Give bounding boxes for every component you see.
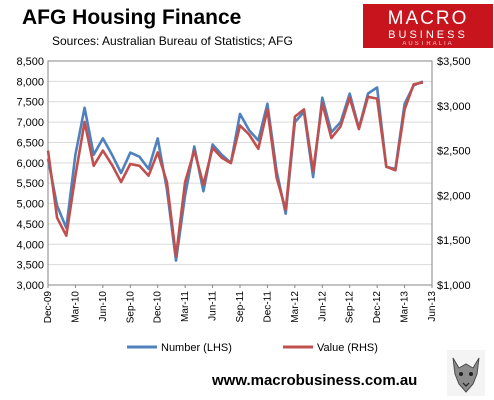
left-tick-label: 7,000: [16, 117, 44, 129]
x-tick-label: Dec-12: [372, 291, 383, 324]
series-value-rhs-line: [46, 81, 424, 258]
left-tick-label: 7,500: [16, 97, 44, 109]
right-tick-label: $3,000: [437, 101, 471, 113]
series-number-lhs-line: [46, 80, 424, 262]
x-tick-label: Mar-13: [400, 291, 411, 323]
left-tick-label: 3,000: [16, 280, 44, 292]
x-tick-label: Dec-11: [262, 291, 273, 323]
right-tick-label: $2,500: [437, 146, 471, 158]
left-tick-label: 5,500: [16, 178, 44, 190]
x-tick-label: Mar-11: [180, 291, 191, 322]
right-tick-label: $3,500: [437, 56, 471, 68]
left-tick-label: 5,000: [16, 199, 44, 211]
x-tick-label: Mar-12: [290, 291, 301, 323]
x-tick-label: Dec-10: [153, 291, 164, 324]
x-tick-label: Mar-10: [70, 291, 81, 323]
right-tick-label: $1,500: [437, 235, 471, 247]
logo-line-macro: MACRO: [387, 8, 469, 29]
left-tick-label: 6,500: [16, 137, 44, 149]
legend-label: Number (LHS): [161, 342, 232, 354]
series-lines: [46, 80, 424, 262]
x-tick-label: Dec-09: [43, 291, 54, 324]
right-tick-label: $2,000: [437, 190, 471, 202]
x-tick-label: Sep-10: [125, 291, 136, 324]
left-tick-label: 8,500: [16, 56, 44, 68]
left-tick-label: 8,000: [16, 76, 44, 88]
right-axis-ticks: $1,000 $1,500 $2,000 $2,500 $3,000 $3,500: [437, 56, 471, 292]
x-tick-label: Jun-10: [98, 291, 109, 322]
macrobusiness-logo: MACRO BUSINESS AUSTRALIA: [363, 4, 493, 48]
plot-area-frame: [47, 60, 433, 286]
left-tick-label: 4,500: [16, 219, 44, 231]
left-tick-label: 3,500: [16, 260, 44, 272]
x-tick-label: Sep-12: [345, 291, 356, 324]
left-tick-label: 4,000: [16, 239, 44, 251]
logo-line-business: BUSINESS: [388, 29, 468, 41]
wolf-logo-icon: [447, 350, 485, 396]
left-tick-label: 6,000: [16, 158, 44, 170]
x-tick-label: Jun-12: [317, 291, 328, 322]
chart-title: AFG Housing Finance: [22, 6, 242, 29]
website-url[interactable]: www.macrobusiness.com.au: [212, 372, 418, 389]
x-tick-label: Sep-11: [235, 291, 246, 323]
x-tick-label: Jun-13: [427, 291, 438, 322]
legend-label: Value (RHS): [317, 342, 378, 354]
chart-subtitle: Sources: Australian Bureau of Statistics…: [52, 34, 293, 48]
right-tick-label: $1,000: [437, 280, 471, 292]
x-tick-label: Jun-11: [208, 291, 219, 321]
x-axis-ticks: Dec-09 Mar-10 Jun-10 Sep-10 Dec-10 Mar-11 Jun-…: [43, 285, 438, 323]
left-axis-ticks: 3,000 3,500 4,000 4,500 5,000 5,500 6,000 6,500…: [16, 56, 44, 292]
legend: Number (LHS) Value (RHS): [127, 342, 378, 354]
logo-line-australia: AUSTRALIA: [402, 41, 454, 47]
gridlines: [48, 80, 432, 266]
